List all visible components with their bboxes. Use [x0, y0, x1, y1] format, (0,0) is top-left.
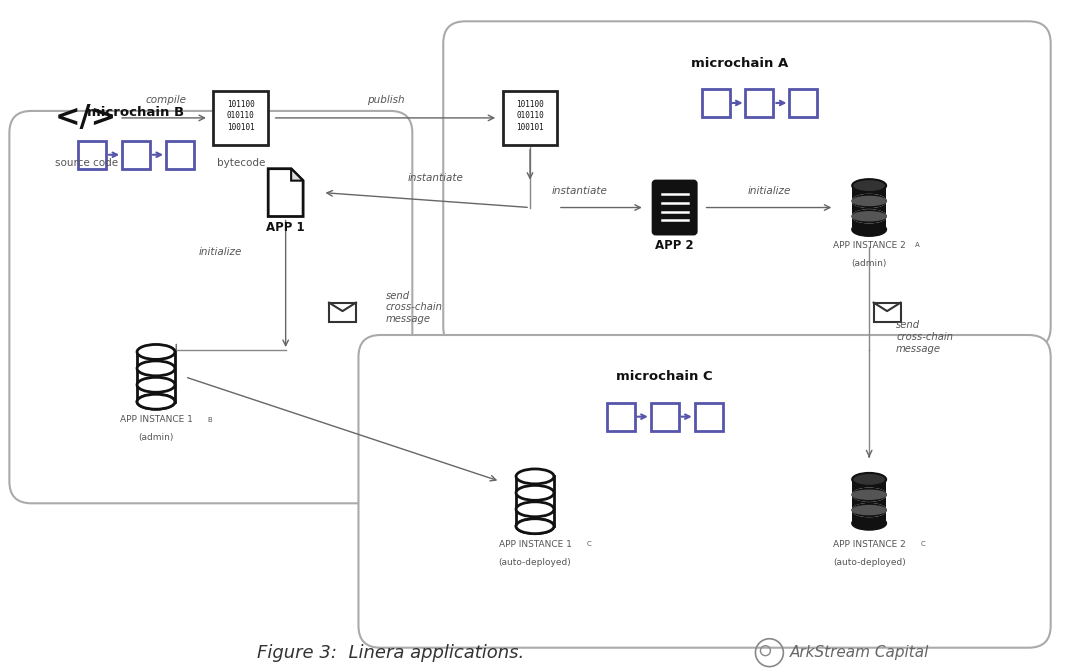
Ellipse shape — [852, 179, 886, 192]
Bar — [694, 403, 723, 431]
FancyBboxPatch shape — [652, 181, 697, 235]
FancyBboxPatch shape — [359, 335, 1051, 648]
Ellipse shape — [137, 394, 175, 409]
Ellipse shape — [516, 469, 554, 484]
Bar — [702, 89, 729, 117]
Polygon shape — [292, 169, 303, 181]
Ellipse shape — [852, 210, 886, 223]
Text: APP INSTANCE 2: APP INSTANCE 2 — [833, 540, 905, 548]
Text: initialize: initialize — [199, 247, 243, 257]
Ellipse shape — [137, 345, 175, 360]
Text: 101100
010110
100101: 101100 010110 100101 — [227, 100, 255, 132]
Ellipse shape — [852, 196, 886, 206]
Ellipse shape — [852, 503, 886, 517]
Bar — [651, 403, 678, 431]
Bar — [166, 141, 194, 169]
Text: instantiate: instantiate — [407, 173, 463, 183]
Bar — [607, 403, 635, 431]
Text: APP INSTANCE 1: APP INSTANCE 1 — [499, 540, 571, 548]
Text: APP 1: APP 1 — [267, 221, 305, 234]
Bar — [852, 479, 886, 523]
Ellipse shape — [516, 519, 554, 534]
Ellipse shape — [516, 485, 554, 501]
Ellipse shape — [516, 502, 554, 517]
Bar — [874, 302, 901, 322]
Ellipse shape — [137, 394, 175, 409]
Text: ArkStream Capital: ArkStream Capital — [789, 645, 929, 660]
Text: </>: </> — [55, 103, 118, 132]
Text: microchain C: microchain C — [617, 370, 713, 383]
Text: initialize: initialize — [747, 185, 791, 196]
Ellipse shape — [852, 505, 886, 515]
Text: source code: source code — [55, 158, 118, 168]
Ellipse shape — [852, 212, 886, 221]
Ellipse shape — [137, 378, 175, 392]
Text: C: C — [921, 541, 926, 547]
Ellipse shape — [852, 517, 886, 530]
Text: publish: publish — [366, 95, 404, 105]
Ellipse shape — [852, 194, 886, 208]
Bar — [789, 89, 818, 117]
Text: APP 2: APP 2 — [656, 239, 694, 252]
Bar — [745, 89, 773, 117]
Text: B: B — [207, 417, 213, 423]
FancyBboxPatch shape — [10, 111, 413, 503]
Text: send
cross-chain
message: send cross-chain message — [386, 290, 443, 324]
Text: microchain B: microchain B — [87, 106, 185, 120]
Text: microchain A: microchain A — [691, 56, 788, 70]
Bar — [214, 91, 268, 145]
Ellipse shape — [852, 503, 886, 517]
Text: (auto-deployed): (auto-deployed) — [833, 558, 905, 566]
Text: bytecode: bytecode — [217, 158, 265, 168]
Text: send
cross-chain
message: send cross-chain message — [896, 321, 953, 353]
Ellipse shape — [852, 489, 886, 501]
Bar — [329, 302, 356, 322]
Text: compile: compile — [146, 95, 187, 105]
Ellipse shape — [852, 210, 886, 223]
Text: Figure 3:  Linera applications.: Figure 3: Linera applications. — [257, 644, 524, 662]
Text: 101100
010110
100101: 101100 010110 100101 — [516, 100, 544, 132]
Ellipse shape — [852, 489, 886, 501]
Bar — [502, 91, 557, 145]
Ellipse shape — [852, 223, 886, 236]
Text: C: C — [586, 541, 592, 547]
Bar — [78, 141, 106, 169]
Ellipse shape — [516, 519, 554, 534]
Text: (admin): (admin) — [851, 259, 887, 268]
Bar — [516, 476, 554, 526]
Bar — [122, 141, 150, 169]
Ellipse shape — [852, 490, 886, 499]
Text: instantiate: instantiate — [552, 185, 608, 196]
Text: (admin): (admin) — [138, 433, 174, 442]
Text: A: A — [915, 243, 919, 249]
Bar — [852, 185, 886, 229]
Text: (auto-deployed): (auto-deployed) — [499, 558, 571, 566]
Text: APP INSTANCE 1: APP INSTANCE 1 — [120, 415, 192, 424]
FancyBboxPatch shape — [443, 22, 1051, 349]
Ellipse shape — [137, 361, 175, 376]
Bar — [137, 352, 175, 402]
Polygon shape — [268, 169, 303, 216]
Ellipse shape — [852, 194, 886, 208]
Text: APP INSTANCE 2: APP INSTANCE 2 — [833, 241, 905, 250]
Ellipse shape — [852, 473, 886, 486]
